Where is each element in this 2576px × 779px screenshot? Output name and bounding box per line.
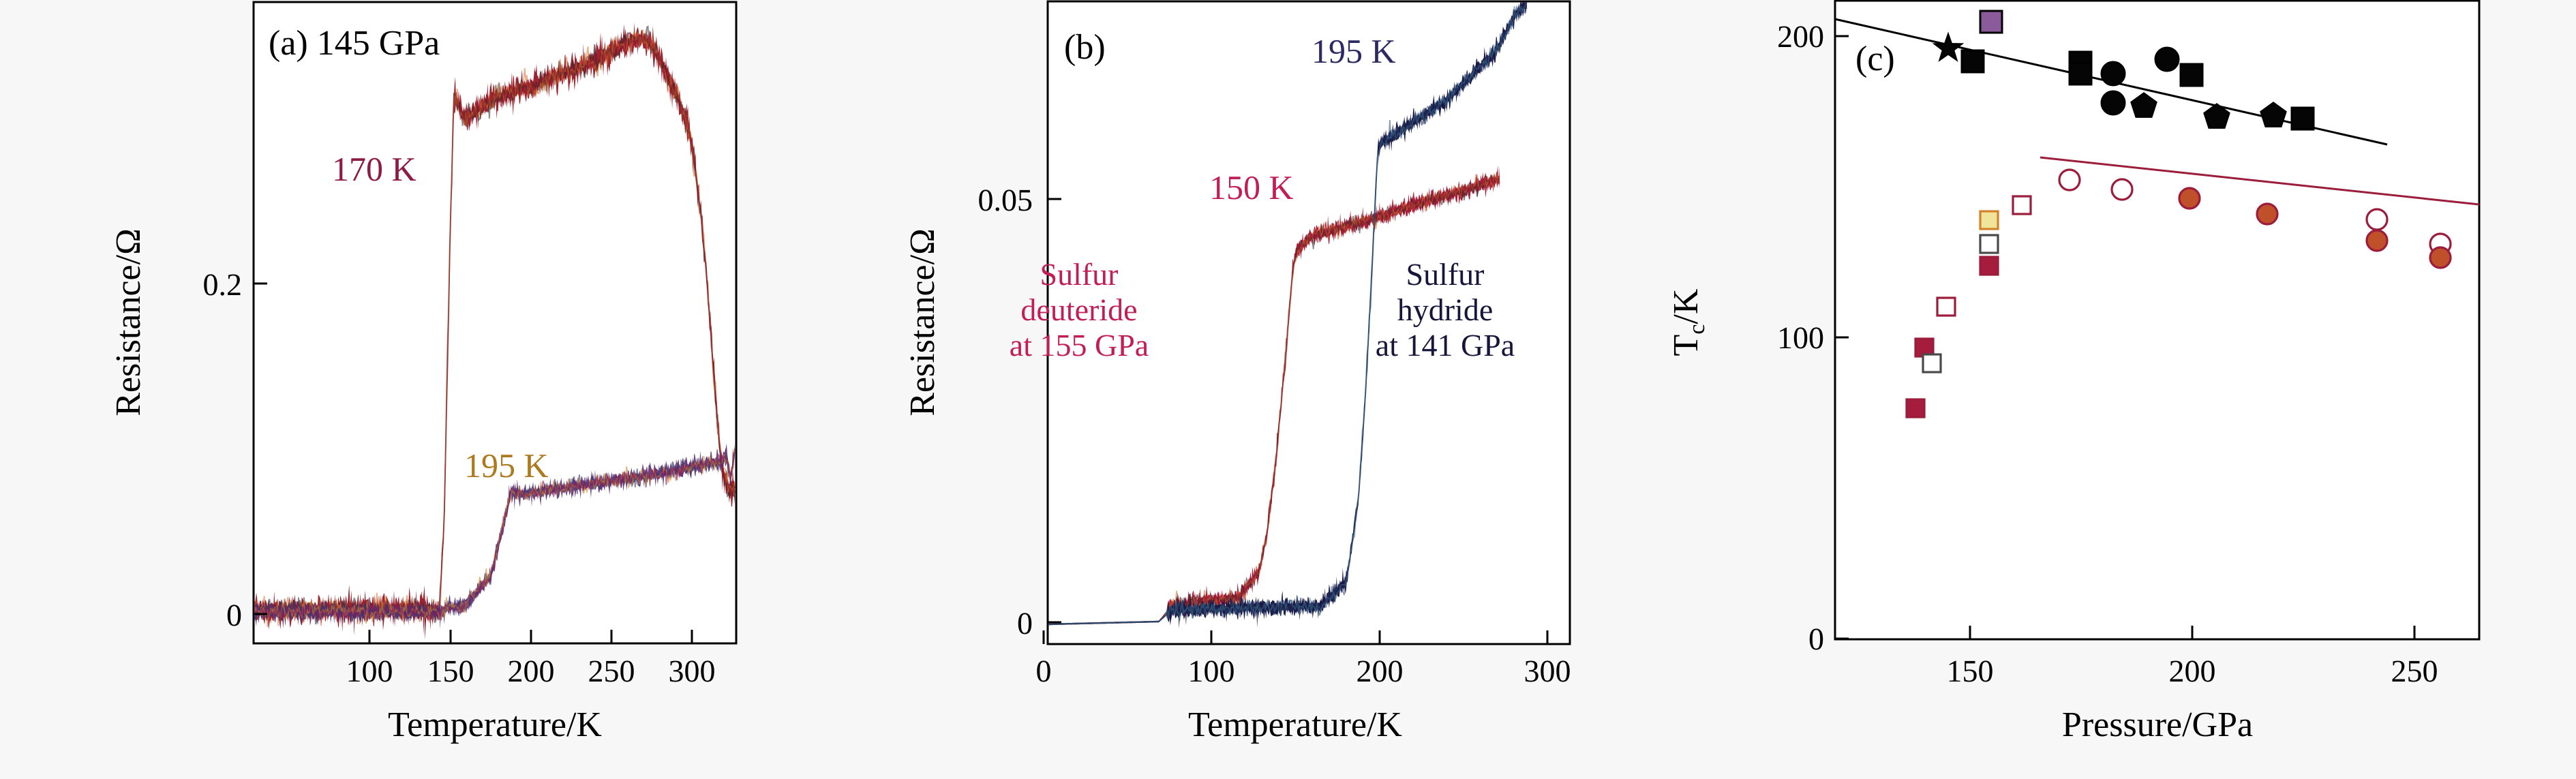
svg-text:200: 200 xyxy=(1357,654,1404,688)
svg-text:Temperature/K: Temperature/K xyxy=(1188,705,1402,744)
svg-text:150: 150 xyxy=(427,654,474,688)
svg-text:(c): (c) xyxy=(1855,40,1895,78)
svg-text:170 K: 170 K xyxy=(332,150,416,188)
svg-text:195 K: 195 K xyxy=(464,446,549,485)
svg-text:Resistance/Ω: Resistance/Ω xyxy=(109,228,148,416)
svg-text:0: 0 xyxy=(1808,622,1824,656)
svg-text:at 141 GPa: at 141 GPa xyxy=(1376,328,1515,363)
svg-text:150 K: 150 K xyxy=(1209,168,1294,207)
svg-text:hydride: hydride xyxy=(1397,292,1494,327)
svg-text:195 K: 195 K xyxy=(1312,32,1396,70)
svg-text:0: 0 xyxy=(226,598,242,632)
svg-text:0.05: 0.05 xyxy=(978,183,1033,217)
svg-text:(a) 145 GPa: (a) 145 GPa xyxy=(269,24,440,63)
svg-text:at 155 GPa: at 155 GPa xyxy=(1010,328,1149,363)
svg-text:200: 200 xyxy=(1777,19,1824,54)
svg-text:250: 250 xyxy=(2391,654,2438,688)
svg-text:Sulfur: Sulfur xyxy=(1040,257,1119,292)
svg-text:100: 100 xyxy=(1188,654,1235,688)
svg-text:Sulfur: Sulfur xyxy=(1406,257,1485,292)
svg-text:(b): (b) xyxy=(1064,28,1106,67)
svg-text:300: 300 xyxy=(1524,654,1571,688)
svg-text:Resistance/Ω: Resistance/Ω xyxy=(903,228,942,416)
svg-text:0: 0 xyxy=(1017,606,1033,641)
svg-text:0: 0 xyxy=(1036,654,1052,688)
svg-text:0.2: 0.2 xyxy=(203,267,243,302)
svg-text:100: 100 xyxy=(346,654,393,688)
svg-text:Tc/K: Tc/K xyxy=(1667,288,1710,356)
svg-text:200: 200 xyxy=(508,654,555,688)
svg-text:250: 250 xyxy=(588,654,635,688)
svg-text:300: 300 xyxy=(669,654,716,688)
svg-text:Pressure/GPa: Pressure/GPa xyxy=(2062,705,2253,744)
svg-text:150: 150 xyxy=(1947,654,1994,688)
svg-text:deuteride: deuteride xyxy=(1020,292,1137,327)
svg-text:200: 200 xyxy=(2169,654,2216,688)
svg-text:Temperature/K: Temperature/K xyxy=(388,705,602,744)
svg-text:100: 100 xyxy=(1777,320,1824,355)
